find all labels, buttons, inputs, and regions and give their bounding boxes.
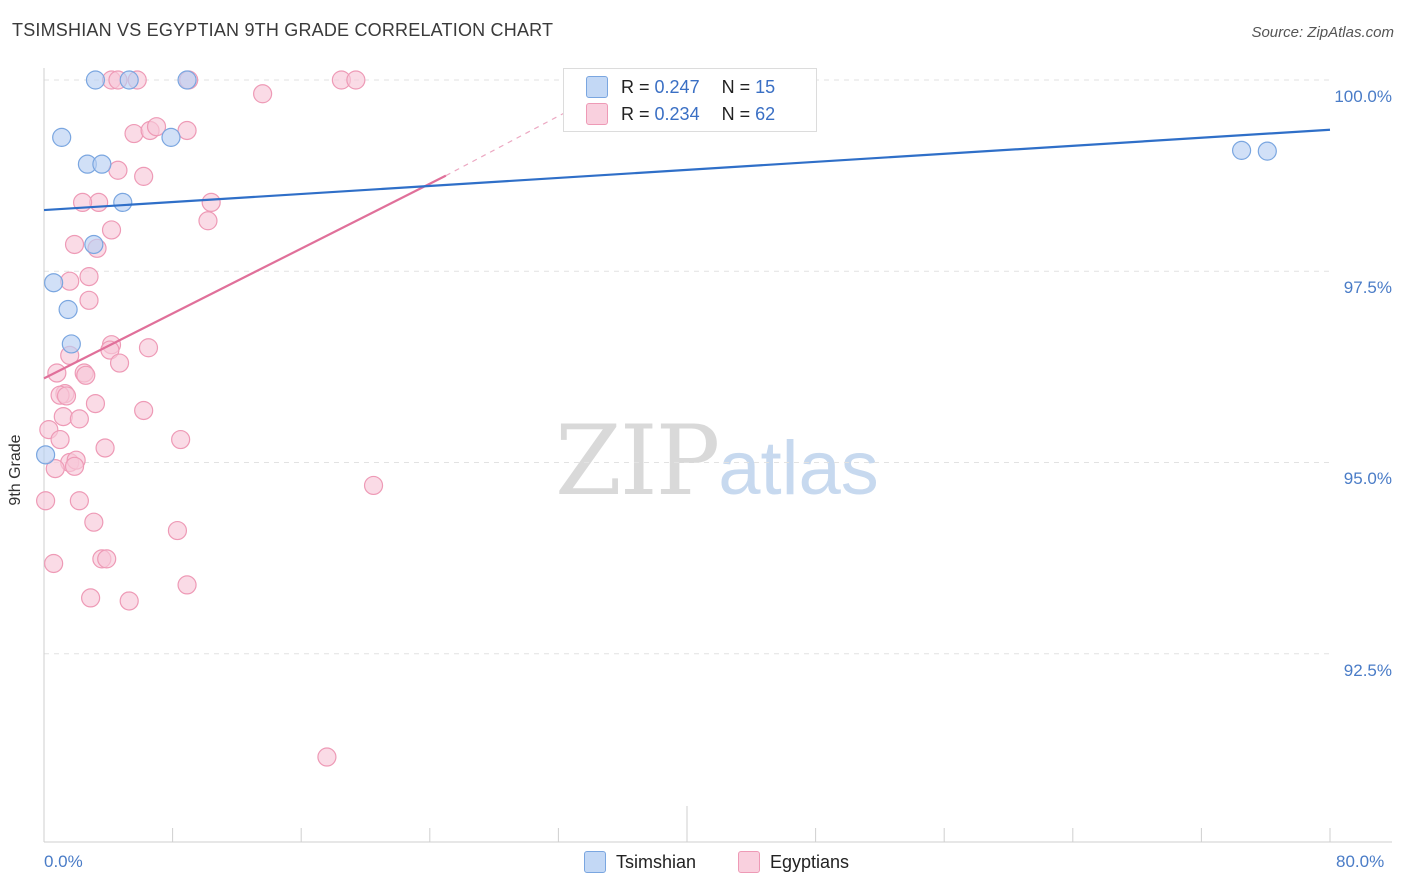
egyptians-point bbox=[119, 591, 139, 611]
tsimshian-point bbox=[177, 70, 197, 90]
tsimshian-points bbox=[36, 70, 1277, 465]
legend-row-tsimshian: R = 0.247 N = 15 bbox=[586, 74, 775, 100]
tsimshian-r-value: 0.247 bbox=[654, 76, 700, 97]
tsimshian-point bbox=[92, 154, 112, 174]
watermark-atlas: atlas bbox=[718, 426, 879, 511]
watermark-zip: ZIP bbox=[555, 405, 720, 517]
watermark: ZIPatlas bbox=[555, 405, 879, 517]
tsimshian-point bbox=[85, 70, 106, 90]
n-label: N = bbox=[721, 76, 751, 97]
egyptians-point bbox=[146, 117, 167, 137]
egyptians-point bbox=[138, 338, 159, 358]
tsimshian-point bbox=[52, 127, 72, 147]
grid-lines bbox=[44, 79, 1330, 655]
x-tick-label-max: 80.0% bbox=[1336, 852, 1385, 871]
egyptians-point bbox=[85, 393, 106, 414]
trend-lines bbox=[43, 98, 1331, 380]
egyptians-point bbox=[60, 271, 80, 291]
tsimshian-point bbox=[44, 273, 64, 293]
tsimshian-point bbox=[161, 127, 181, 147]
tsimshian-point bbox=[113, 192, 133, 212]
tsimshian-point bbox=[36, 445, 56, 465]
tsimshian-point bbox=[119, 70, 139, 90]
egyptians-point bbox=[56, 386, 77, 406]
egyptians-trend-extension bbox=[445, 98, 591, 177]
egyptians-point bbox=[95, 438, 115, 458]
egyptians-point bbox=[101, 220, 122, 240]
y-tick-label-97-5: 97.5% bbox=[1343, 278, 1392, 297]
stats-legend: R = 0.247 N = 15 R = 0.234 N = 62 bbox=[563, 68, 817, 132]
r-label: R = bbox=[621, 103, 650, 124]
egyptians-point bbox=[177, 120, 197, 141]
y-tick-label-92-5: 92.5% bbox=[1343, 661, 1392, 680]
egyptians-point bbox=[44, 553, 64, 574]
egyptians-point bbox=[346, 70, 366, 90]
egyptians-point bbox=[253, 84, 273, 104]
egyptians-point bbox=[363, 475, 384, 496]
egyptians-r-value: 0.234 bbox=[654, 103, 700, 124]
egyptians-point bbox=[171, 429, 191, 450]
tsimshian-legend-swatch bbox=[584, 851, 606, 873]
egyptians-point bbox=[89, 192, 109, 212]
chart-title: TSIMSHIAN VS EGYPTIAN 9TH GRADE CORRELAT… bbox=[12, 20, 554, 40]
r-label: R = bbox=[621, 76, 650, 97]
egyptians-point bbox=[134, 400, 154, 421]
egyptians-point bbox=[108, 160, 128, 180]
tsimshian-point bbox=[1257, 141, 1277, 161]
bottom-legend-tsimshian: Tsimshian bbox=[584, 851, 696, 873]
egyptians-point bbox=[81, 588, 101, 608]
egyptians-point bbox=[317, 747, 337, 767]
egyptians-point bbox=[64, 234, 85, 255]
bottom-legend-egyptians: Egyptians bbox=[738, 851, 849, 873]
tsimshian-swatch bbox=[586, 76, 608, 98]
egyptians-point bbox=[124, 123, 144, 144]
egyptians-point bbox=[177, 575, 197, 595]
egyptians-legend-swatch bbox=[738, 851, 760, 873]
source-credit: Source: ZipAtlas.com bbox=[1251, 24, 1394, 41]
y-tick-label-95: 95.0% bbox=[1343, 469, 1392, 488]
axes bbox=[43, 68, 1392, 843]
egyptians-point bbox=[53, 407, 73, 427]
egyptians-point bbox=[69, 409, 89, 429]
egyptians-point bbox=[45, 459, 65, 479]
tsimshian-point bbox=[1231, 140, 1252, 160]
tsimshian-point bbox=[84, 234, 104, 255]
egyptians-point bbox=[134, 166, 154, 186]
egyptians-n-value: 62 bbox=[755, 103, 776, 124]
egyptians-trend-line bbox=[43, 174, 447, 380]
tsimshian-trend-line bbox=[43, 128, 1331, 212]
egyptians-point bbox=[50, 429, 70, 450]
egyptians-swatch bbox=[586, 103, 608, 125]
egyptians-point bbox=[109, 353, 130, 373]
tsimshian-n-value: 15 bbox=[755, 76, 776, 97]
tsimshian-legend-label: Tsimshian bbox=[616, 851, 697, 872]
tsimshian-point bbox=[61, 334, 81, 354]
y-tick-label-100: 100.0% bbox=[1334, 87, 1392, 106]
n-label: N = bbox=[721, 103, 751, 124]
egyptians-point bbox=[198, 211, 218, 231]
tsimshian-point bbox=[58, 299, 78, 320]
egyptians-point bbox=[201, 192, 221, 212]
egyptians-point bbox=[167, 520, 188, 541]
egyptians-points bbox=[36, 70, 384, 767]
egyptians-point bbox=[97, 549, 117, 569]
egyptians-point bbox=[69, 491, 89, 511]
egyptians-point bbox=[36, 491, 56, 511]
egyptians-point bbox=[64, 456, 85, 476]
egyptians-point bbox=[76, 365, 96, 385]
egyptians-point bbox=[79, 290, 99, 310]
egyptians-legend-label: Egyptians bbox=[770, 851, 850, 872]
y-axis-label: 9th Grade bbox=[7, 434, 24, 506]
legend-row-egyptians: R = 0.234 N = 62 bbox=[586, 101, 775, 127]
egyptians-point bbox=[84, 512, 104, 532]
egyptians-point bbox=[79, 267, 99, 287]
x-tick-label-min: 0.0% bbox=[44, 852, 83, 871]
